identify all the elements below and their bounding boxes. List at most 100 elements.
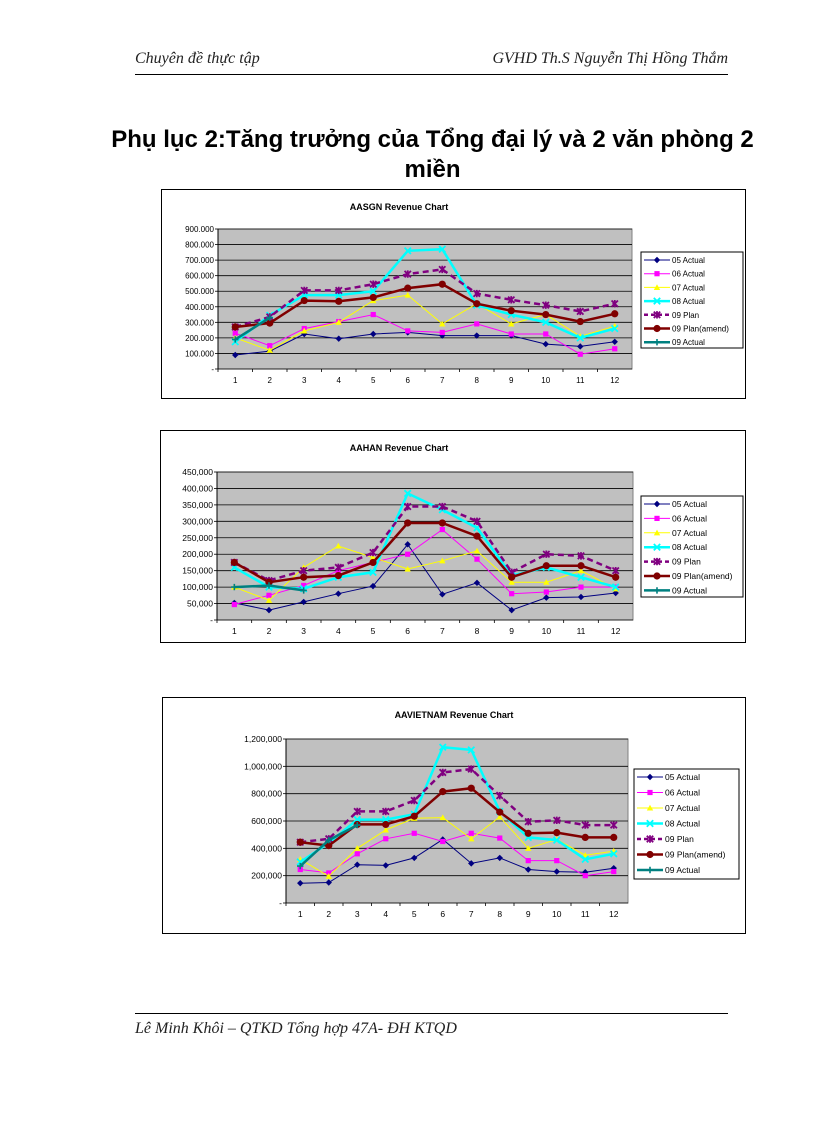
- series-line: [234, 543, 616, 611]
- data-point: [411, 830, 417, 836]
- legend-label: 09 Actual: [672, 585, 707, 595]
- legend-label: 08 Actual: [672, 297, 705, 306]
- series-line: [235, 282, 616, 329]
- data-point: [543, 578, 550, 585]
- chart-title: AASGN Revenue Chart: [350, 202, 449, 212]
- x-tick-label: 3: [301, 626, 306, 636]
- data-point: [541, 301, 550, 310]
- x-tick-label: 2: [326, 909, 331, 919]
- data-point: [543, 589, 549, 595]
- data-point: [525, 845, 532, 851]
- data-point: [404, 284, 412, 292]
- data-point: [403, 246, 412, 255]
- x-tick-label: 4: [337, 376, 342, 385]
- series-09-actual: [297, 821, 361, 870]
- legend-marker: [653, 529, 661, 536]
- data-point: [612, 346, 618, 352]
- legend-label: 06 Actual: [665, 788, 700, 798]
- y-tick-label: 600,000: [251, 816, 282, 826]
- data-point: [438, 265, 447, 274]
- data-point: [472, 289, 481, 298]
- legend-label: 09 Plan: [665, 834, 694, 844]
- data-point: [610, 324, 619, 333]
- x-tick-label: 1: [233, 376, 238, 385]
- plot-area: [216, 471, 634, 621]
- data-point: [468, 835, 475, 842]
- x-tick-label: 10: [552, 909, 562, 919]
- y-tick-label: 700.000: [185, 256, 214, 265]
- legend: 05 Actual 06 Actual 07 Actual 08 Actual 09 P…: [640, 251, 744, 349]
- page-header: Chuyên đề thực tập GVHD Th.S Nguyễn Thị …: [135, 50, 728, 75]
- data-point: [508, 331, 514, 337]
- y-tick-label: -: [279, 898, 282, 908]
- data-point: [577, 567, 585, 574]
- data-point: [553, 868, 560, 875]
- data-point: [468, 830, 474, 836]
- data-point: [405, 328, 411, 334]
- chart-aavietnam-svg: AAVIETNAM Revenue Chart-200,000400,00060…: [244, 710, 740, 919]
- data-point: [507, 295, 516, 304]
- data-point: [524, 817, 533, 826]
- data-point: [438, 280, 446, 288]
- data-point: [524, 829, 532, 837]
- series-line: [300, 832, 614, 877]
- data-point: [231, 583, 238, 591]
- legend-label: 06 Actual: [672, 270, 705, 279]
- x-tick-label: 3: [355, 909, 360, 919]
- data-point: [369, 582, 377, 590]
- data-point: [474, 321, 480, 327]
- data-point: [267, 343, 273, 349]
- legend-marker: [653, 543, 661, 552]
- data-point: [473, 532, 481, 540]
- data-point: [581, 833, 589, 841]
- x-tick-label: 5: [371, 626, 376, 636]
- chart-aasgn: AASGN Revenue Chart - 100.000 200.000 300.00…: [161, 189, 746, 399]
- y-tick-label: 450,000: [182, 467, 213, 477]
- x-tick-label: 8: [497, 909, 502, 919]
- x-tick-label: 11: [576, 376, 585, 385]
- page-footer: Lê Minh Khôi – QTKD Tổng hợp 47A- ĐH KTQ…: [135, 1013, 728, 1038]
- data-point: [440, 838, 446, 845]
- series-line: [233, 505, 617, 582]
- data-point: [369, 280, 378, 289]
- y-tick-label: 300,000: [182, 516, 213, 526]
- data-point: [404, 519, 412, 527]
- data-point: [439, 329, 445, 336]
- data-point: [335, 542, 342, 549]
- y-tick-label: 500.000: [185, 287, 214, 296]
- data-point: [438, 519, 446, 527]
- x-tick-label: 12: [611, 626, 621, 636]
- data-point: [496, 813, 503, 820]
- series-line: [300, 838, 614, 884]
- data-point: [577, 562, 585, 570]
- data-point: [507, 307, 515, 315]
- data-point: [438, 245, 447, 254]
- chart-aasgn-svg: AASGN Revenue Chart - 100.000 200.000 300.00…: [185, 202, 744, 385]
- x-tick-label: 5: [371, 376, 376, 385]
- data-point: [439, 814, 446, 821]
- series-09-actual: [231, 582, 307, 594]
- data-point: [297, 862, 304, 870]
- legend-label: 07 Actual: [672, 528, 707, 538]
- data-point: [266, 592, 272, 598]
- data-point: [404, 565, 411, 572]
- series-09-plan-amend-: [230, 519, 620, 586]
- data-point: [265, 582, 273, 589]
- series-line: [235, 331, 615, 356]
- y-tick-label: -: [211, 365, 214, 374]
- x-tick-label: 6: [405, 626, 410, 636]
- x-tick-label: 6: [406, 376, 411, 385]
- data-point: [410, 796, 419, 805]
- series-09-plan: [230, 502, 620, 585]
- x-tick-label: 8: [475, 376, 480, 385]
- y-tick-label: 300.000: [185, 318, 214, 327]
- data-point: [577, 573, 585, 582]
- data-point: [232, 336, 239, 343]
- data-point: [369, 568, 377, 577]
- data-point: [266, 314, 273, 321]
- legend-label: 09 Plan(amend): [672, 325, 729, 334]
- data-point: [554, 858, 560, 864]
- y-tick-label: 600.000: [185, 272, 214, 281]
- legend-marker: [653, 256, 661, 264]
- legend-label: 08 Actual: [672, 542, 707, 552]
